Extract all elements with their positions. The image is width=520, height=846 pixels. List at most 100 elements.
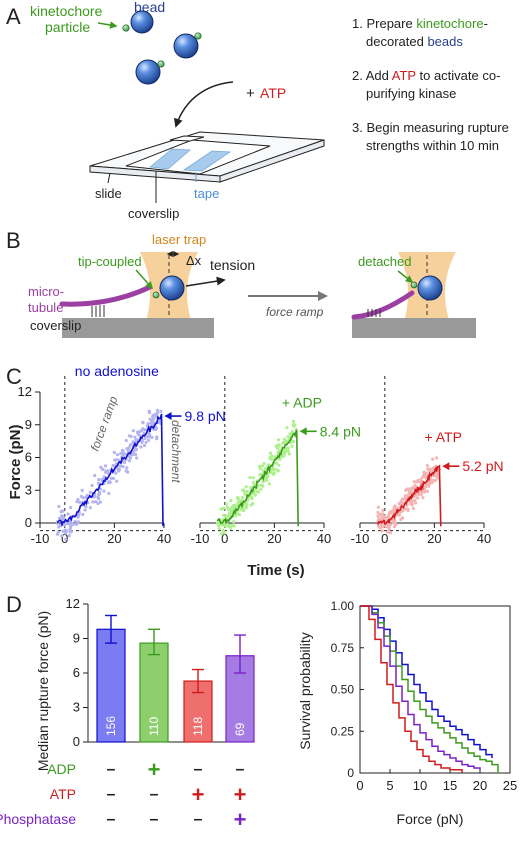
raw-point — [92, 495, 96, 499]
raw-point — [73, 519, 77, 523]
raw-point — [100, 467, 104, 471]
raw-point — [259, 487, 263, 491]
raw-point — [229, 499, 233, 503]
raw-point — [431, 457, 435, 461]
y-tick-label: 12 — [66, 596, 80, 611]
raw-point — [413, 483, 417, 487]
raw-point — [404, 488, 409, 492]
raw-point — [290, 444, 294, 448]
trace-plot-2: -10 0 20 40 5.2 pN+ ATP — [351, 376, 504, 546]
raw-point — [380, 529, 384, 533]
raw-point — [135, 456, 139, 460]
raw-point — [127, 434, 131, 438]
raw-point — [154, 426, 159, 430]
raw-point — [403, 507, 407, 511]
raw-point — [229, 526, 233, 531]
panel-label-d: D — [6, 592, 22, 617]
raw-point — [69, 506, 73, 510]
raw-point — [60, 534, 64, 538]
flow-chamber — [89, 131, 325, 183]
raw-point — [64, 537, 68, 541]
raw-point — [435, 476, 439, 480]
raw-point — [106, 481, 110, 485]
raw-point — [379, 512, 383, 517]
force-trace-line — [216, 429, 299, 527]
raw-point — [388, 523, 392, 527]
minus-sign: – — [194, 761, 203, 778]
plus-sign: + — [234, 782, 247, 807]
raw-point — [57, 516, 62, 521]
y-tick-label: 6 — [73, 665, 80, 680]
x-tick-label: 20 — [427, 531, 441, 546]
raw-point — [401, 516, 405, 520]
kinetochore-pointer — [97, 21, 118, 29]
minus-sign: – — [236, 761, 245, 778]
raw-point — [291, 419, 296, 423]
raw-point — [236, 501, 240, 505]
microtubule — [351, 290, 415, 320]
raw-point — [125, 447, 130, 451]
raw-point — [118, 464, 122, 468]
y-tick-label: 0 — [73, 734, 80, 749]
raw-point — [216, 521, 220, 525]
kinetochore-label-2: particle — [45, 19, 90, 35]
raw-point — [291, 422, 295, 427]
raw-point — [388, 531, 393, 535]
flow-arrow — [174, 81, 234, 128]
raw-point — [406, 508, 410, 512]
raw-point — [114, 471, 118, 475]
raw-point — [274, 444, 278, 448]
raw-point — [244, 485, 248, 489]
minus-sign: – — [107, 761, 116, 778]
raw-point — [226, 505, 230, 509]
raw-point — [283, 437, 287, 441]
survival-curve — [360, 605, 499, 773]
force-ramp-annotation: force ramp — [88, 394, 121, 453]
raw-point — [133, 435, 137, 439]
raw-point — [80, 488, 84, 492]
raw-point — [276, 438, 281, 442]
step-3-line2: strengths within 10 min — [366, 138, 499, 153]
raw-point — [425, 464, 429, 468]
raw-point — [109, 476, 113, 480]
raw-point — [134, 447, 139, 451]
raw-point — [410, 501, 414, 505]
raw-point — [275, 468, 279, 472]
raw-point — [248, 476, 252, 480]
panel-label-a: A — [6, 4, 21, 29]
raw-point — [61, 529, 65, 533]
step-1: 1. Prepare kinetochore- — [352, 16, 488, 31]
raw-point — [96, 495, 100, 499]
raw-point — [99, 465, 103, 469]
force-trace-line — [56, 413, 164, 528]
bead-icon — [159, 275, 185, 301]
raw-point — [269, 457, 273, 461]
raw-point — [424, 475, 429, 479]
raw-point — [260, 464, 264, 468]
raw-point — [96, 501, 100, 506]
raw-point — [376, 510, 380, 515]
trace-title: + ATP — [424, 429, 461, 445]
bar — [96, 628, 126, 743]
raw-point — [131, 450, 135, 455]
bead-icon — [122, 10, 154, 34]
raw-point — [387, 525, 391, 529]
raw-point — [68, 522, 72, 526]
panel-label-b: B — [6, 228, 21, 253]
tape-label: tape — [194, 186, 219, 201]
plus-sign: + — [246, 85, 255, 102]
minus-sign: – — [150, 786, 159, 803]
raw-point — [81, 512, 85, 517]
raw-point — [94, 500, 98, 504]
raw-point — [283, 449, 287, 454]
raw-point — [111, 463, 115, 468]
raw-point — [251, 476, 255, 480]
raw-point — [249, 485, 253, 490]
force-axis-title: Force (pN) — [7, 424, 24, 499]
raw-point — [230, 523, 234, 528]
minus-sign: – — [107, 786, 116, 803]
